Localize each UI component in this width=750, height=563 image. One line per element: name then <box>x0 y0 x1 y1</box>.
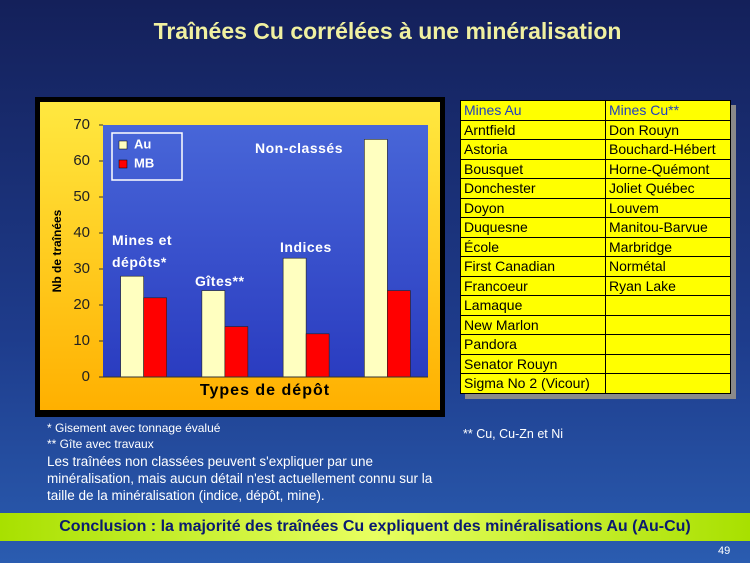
category-label: Gîtes** <box>195 273 245 289</box>
table-row: Astoria Bouchard-Hébert <box>460 139 731 160</box>
table-cell: Lamaque <box>460 295 606 316</box>
conclusion: Conclusion : la majorité des traînées Cu… <box>59 518 691 535</box>
table-row: New Marlon <box>460 314 731 335</box>
table-cell: Francoeur <box>460 275 606 296</box>
table-cell: Doyon <box>460 197 606 218</box>
bar <box>120 275 144 378</box>
y-tick-label: 10 <box>73 332 90 349</box>
table-cell: New Marlon <box>460 314 606 335</box>
table-cell: Mines Cu** <box>605 100 731 121</box>
table-row: Bousquet Horne-Quémont <box>460 158 731 179</box>
y-tick-label: 70 <box>73 116 90 133</box>
table-row: First Canadian Normétal <box>460 256 731 277</box>
table-row: Mines Au Mines Cu** <box>460 100 731 121</box>
table-cell: Ryan Lake <box>605 275 731 296</box>
y-tick-label: 20 <box>73 296 90 313</box>
table-cell <box>605 373 731 394</box>
table-row: Senator Rouyn <box>460 353 731 374</box>
bar <box>282 257 307 378</box>
table-cell: Astoria <box>460 139 606 160</box>
legend-label: MB <box>134 155 154 170</box>
table-row: Sigma No 2 (Vicour) <box>460 373 731 394</box>
legend-box <box>111 132 183 181</box>
legend-swatch <box>118 159 128 169</box>
table-cell: Normétal <box>605 256 731 277</box>
legend-label: Au <box>134 136 151 151</box>
y-tick-label: 50 <box>73 188 90 205</box>
y-axis-label: Nb de traînées <box>50 209 64 292</box>
table: Mines Au Mines Cu** Arntfield Don Rouyn Asto… <box>460 100 731 394</box>
footnote: * Gisement avec tonnage évalué <box>47 421 221 435</box>
table-cell: École <box>460 236 606 257</box>
category-label: Non-classés <box>255 140 343 156</box>
table-cell: Senator Rouyn <box>460 353 606 374</box>
bar <box>305 333 330 378</box>
legend-swatch <box>118 140 128 150</box>
table-cell <box>605 295 731 316</box>
y-tick-label: 0 <box>82 368 90 385</box>
table-cell: Donchester <box>460 178 606 199</box>
table-row: École Marbridge <box>460 236 731 257</box>
bar <box>387 290 411 378</box>
bar <box>201 290 226 378</box>
table-cell: Don Rouyn <box>605 119 731 140</box>
table-row: Donchester Joliet Québec <box>460 178 731 199</box>
table-cell: Mines Au <box>460 100 606 121</box>
table-note: ** Cu, Cu-Zn et Ni <box>463 427 564 441</box>
table-cell: First Canadian <box>460 256 606 277</box>
bar <box>224 326 249 378</box>
footnotes: * Gisement avec tonnage évalué ** Gîte a… <box>47 420 220 452</box>
category-label: Mines et dépôts* <box>112 232 173 270</box>
table-row: Lamaque <box>460 295 731 316</box>
table-cell: Arntfield <box>460 119 606 140</box>
y-tick-label: 60 <box>73 152 90 169</box>
x-axis-label: Types de dépôt <box>200 382 330 399</box>
footnote: ** Gîte avec travaux <box>47 437 154 451</box>
table-cell: Bouchard-Hébert <box>605 139 731 160</box>
table-cell <box>605 353 731 374</box>
table-cell: Marbridge <box>605 236 731 257</box>
table-row: Doyon Louvem <box>460 197 731 218</box>
page-number: 49 <box>718 545 731 557</box>
slide-title: Traînées Cu corrélées à une minéralisati… <box>153 18 622 44</box>
table-cell: Pandora <box>460 334 606 355</box>
conclusion-band <box>0 513 750 541</box>
table-cell: Joliet Québec <box>605 178 731 199</box>
bar <box>143 297 167 378</box>
table-row: Francoeur Ryan Lake <box>460 275 731 296</box>
y-tick-label: 30 <box>73 260 90 277</box>
y-tick-label: 40 <box>73 224 90 241</box>
table-row: Duquesne Manitou-Barvue <box>460 217 731 238</box>
table-cell: Bousquet <box>460 158 606 179</box>
table-row: Pandora <box>460 334 731 355</box>
paragraph: Les traînées non classées peuvent s'expl… <box>47 454 433 503</box>
table-row: Arntfield Don Rouyn <box>460 119 731 140</box>
table-cell: Louvem <box>605 197 731 218</box>
bar <box>364 139 388 378</box>
table-cell <box>605 334 731 355</box>
table-cell <box>605 314 731 335</box>
table-cell: Sigma No 2 (Vicour) <box>460 373 606 394</box>
category-label: Indices <box>280 239 332 255</box>
table-cell: Horne-Quémont <box>605 158 731 179</box>
table-cell: Manitou-Barvue <box>605 217 731 238</box>
table-cell: Duquesne <box>460 217 606 238</box>
